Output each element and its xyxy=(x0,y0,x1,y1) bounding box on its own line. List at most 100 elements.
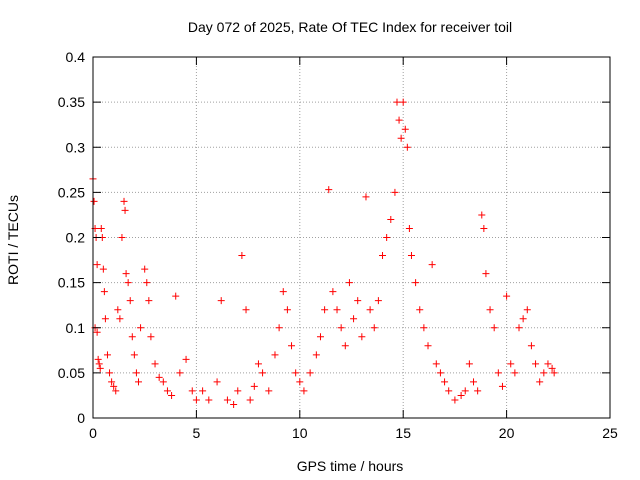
x-axis-label: GPS time / hours xyxy=(297,458,404,474)
data-point xyxy=(96,364,104,372)
chart-title: Day 072 of 2025, Rate Of TEC Index for r… xyxy=(188,19,512,35)
data-point xyxy=(345,279,353,287)
data-point xyxy=(132,369,140,377)
data-point xyxy=(250,382,258,390)
y-tick-label: 0.05 xyxy=(58,365,85,381)
data-point xyxy=(358,333,366,341)
data-point xyxy=(461,387,469,395)
data-point xyxy=(486,306,494,314)
data-point xyxy=(126,297,134,305)
y-tick-label: 0.3 xyxy=(66,139,86,155)
data-point xyxy=(312,351,320,359)
data-point xyxy=(90,197,98,205)
data-point xyxy=(395,116,403,124)
data-point xyxy=(122,270,130,278)
data-point xyxy=(374,297,382,305)
data-point xyxy=(515,324,523,332)
data-point xyxy=(259,369,267,377)
data-point xyxy=(325,186,333,194)
data-point xyxy=(498,382,506,390)
data-point xyxy=(523,306,531,314)
data-point xyxy=(379,252,387,260)
data-point xyxy=(399,98,407,106)
data-point xyxy=(172,292,180,300)
data-point xyxy=(333,306,341,314)
data-point xyxy=(519,315,527,323)
data-point xyxy=(234,387,242,395)
data-point xyxy=(532,360,540,368)
data-point xyxy=(350,315,358,323)
data-point xyxy=(329,288,337,296)
data-point xyxy=(478,211,486,219)
data-point xyxy=(182,355,190,363)
data-point xyxy=(128,333,136,341)
data-point xyxy=(108,378,116,386)
y-tick-label: 0.35 xyxy=(58,94,85,110)
axis-ticks xyxy=(92,56,611,419)
data-point xyxy=(393,98,401,106)
data-point xyxy=(474,387,482,395)
data-point xyxy=(383,234,391,241)
y-tick-label: 0 xyxy=(77,410,85,426)
data-point xyxy=(405,224,413,232)
data-point xyxy=(403,143,411,151)
data-point xyxy=(354,297,362,305)
data-points xyxy=(89,98,558,408)
data-point xyxy=(279,288,287,296)
data-point xyxy=(151,360,159,368)
data-point xyxy=(101,315,109,323)
data-point xyxy=(238,252,246,260)
data-point xyxy=(470,378,478,386)
y-tick-label: 0.1 xyxy=(66,320,86,336)
data-point xyxy=(275,324,283,332)
data-point xyxy=(199,387,207,395)
data-point xyxy=(254,360,262,368)
data-point xyxy=(436,369,444,377)
data-point xyxy=(548,364,556,372)
data-point xyxy=(137,324,145,332)
data-point xyxy=(387,215,395,223)
data-point xyxy=(536,378,544,386)
data-point xyxy=(391,188,399,196)
data-point xyxy=(110,382,118,390)
data-point xyxy=(213,378,221,386)
data-point xyxy=(114,306,122,314)
data-point xyxy=(362,193,370,201)
data-point xyxy=(242,306,250,314)
data-point xyxy=(370,324,378,332)
data-point xyxy=(265,387,273,395)
tick-labels: 0 5 10 15 20 25 0 0.05 0.1 0.15 0.2 0.25 0.3 0.35 0.4 xyxy=(58,49,618,441)
data-point xyxy=(544,360,552,368)
data-point xyxy=(188,387,196,395)
data-point xyxy=(451,396,459,404)
data-point xyxy=(416,306,424,314)
y-tick-label: 0.2 xyxy=(66,230,86,246)
data-point xyxy=(445,387,453,395)
data-point xyxy=(155,373,163,381)
y-tick-label: 0.4 xyxy=(66,49,86,65)
data-point xyxy=(159,378,167,386)
data-point xyxy=(192,396,200,404)
x-tick-label: 10 xyxy=(292,425,308,441)
data-point xyxy=(306,369,314,377)
data-point xyxy=(112,387,120,395)
data-point xyxy=(432,360,440,368)
data-point xyxy=(540,369,548,377)
data-point xyxy=(420,324,428,332)
data-point xyxy=(494,369,502,377)
data-point xyxy=(97,224,105,232)
data-point xyxy=(143,279,151,287)
data-point xyxy=(130,351,138,359)
data-point xyxy=(366,306,374,314)
data-point xyxy=(124,279,132,287)
data-point xyxy=(300,387,308,395)
data-point xyxy=(412,279,420,287)
data-point xyxy=(490,324,498,332)
data-point xyxy=(288,342,296,350)
x-tick-label: 15 xyxy=(395,425,411,441)
data-point xyxy=(465,360,473,368)
y-tick-label: 0.15 xyxy=(58,275,85,291)
data-point xyxy=(205,396,213,404)
x-tick-label: 25 xyxy=(602,425,618,441)
